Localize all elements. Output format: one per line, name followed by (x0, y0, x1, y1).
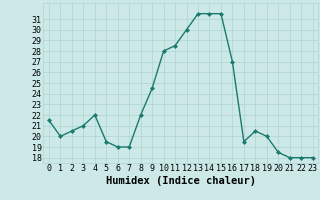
X-axis label: Humidex (Indice chaleur): Humidex (Indice chaleur) (106, 176, 256, 186)
